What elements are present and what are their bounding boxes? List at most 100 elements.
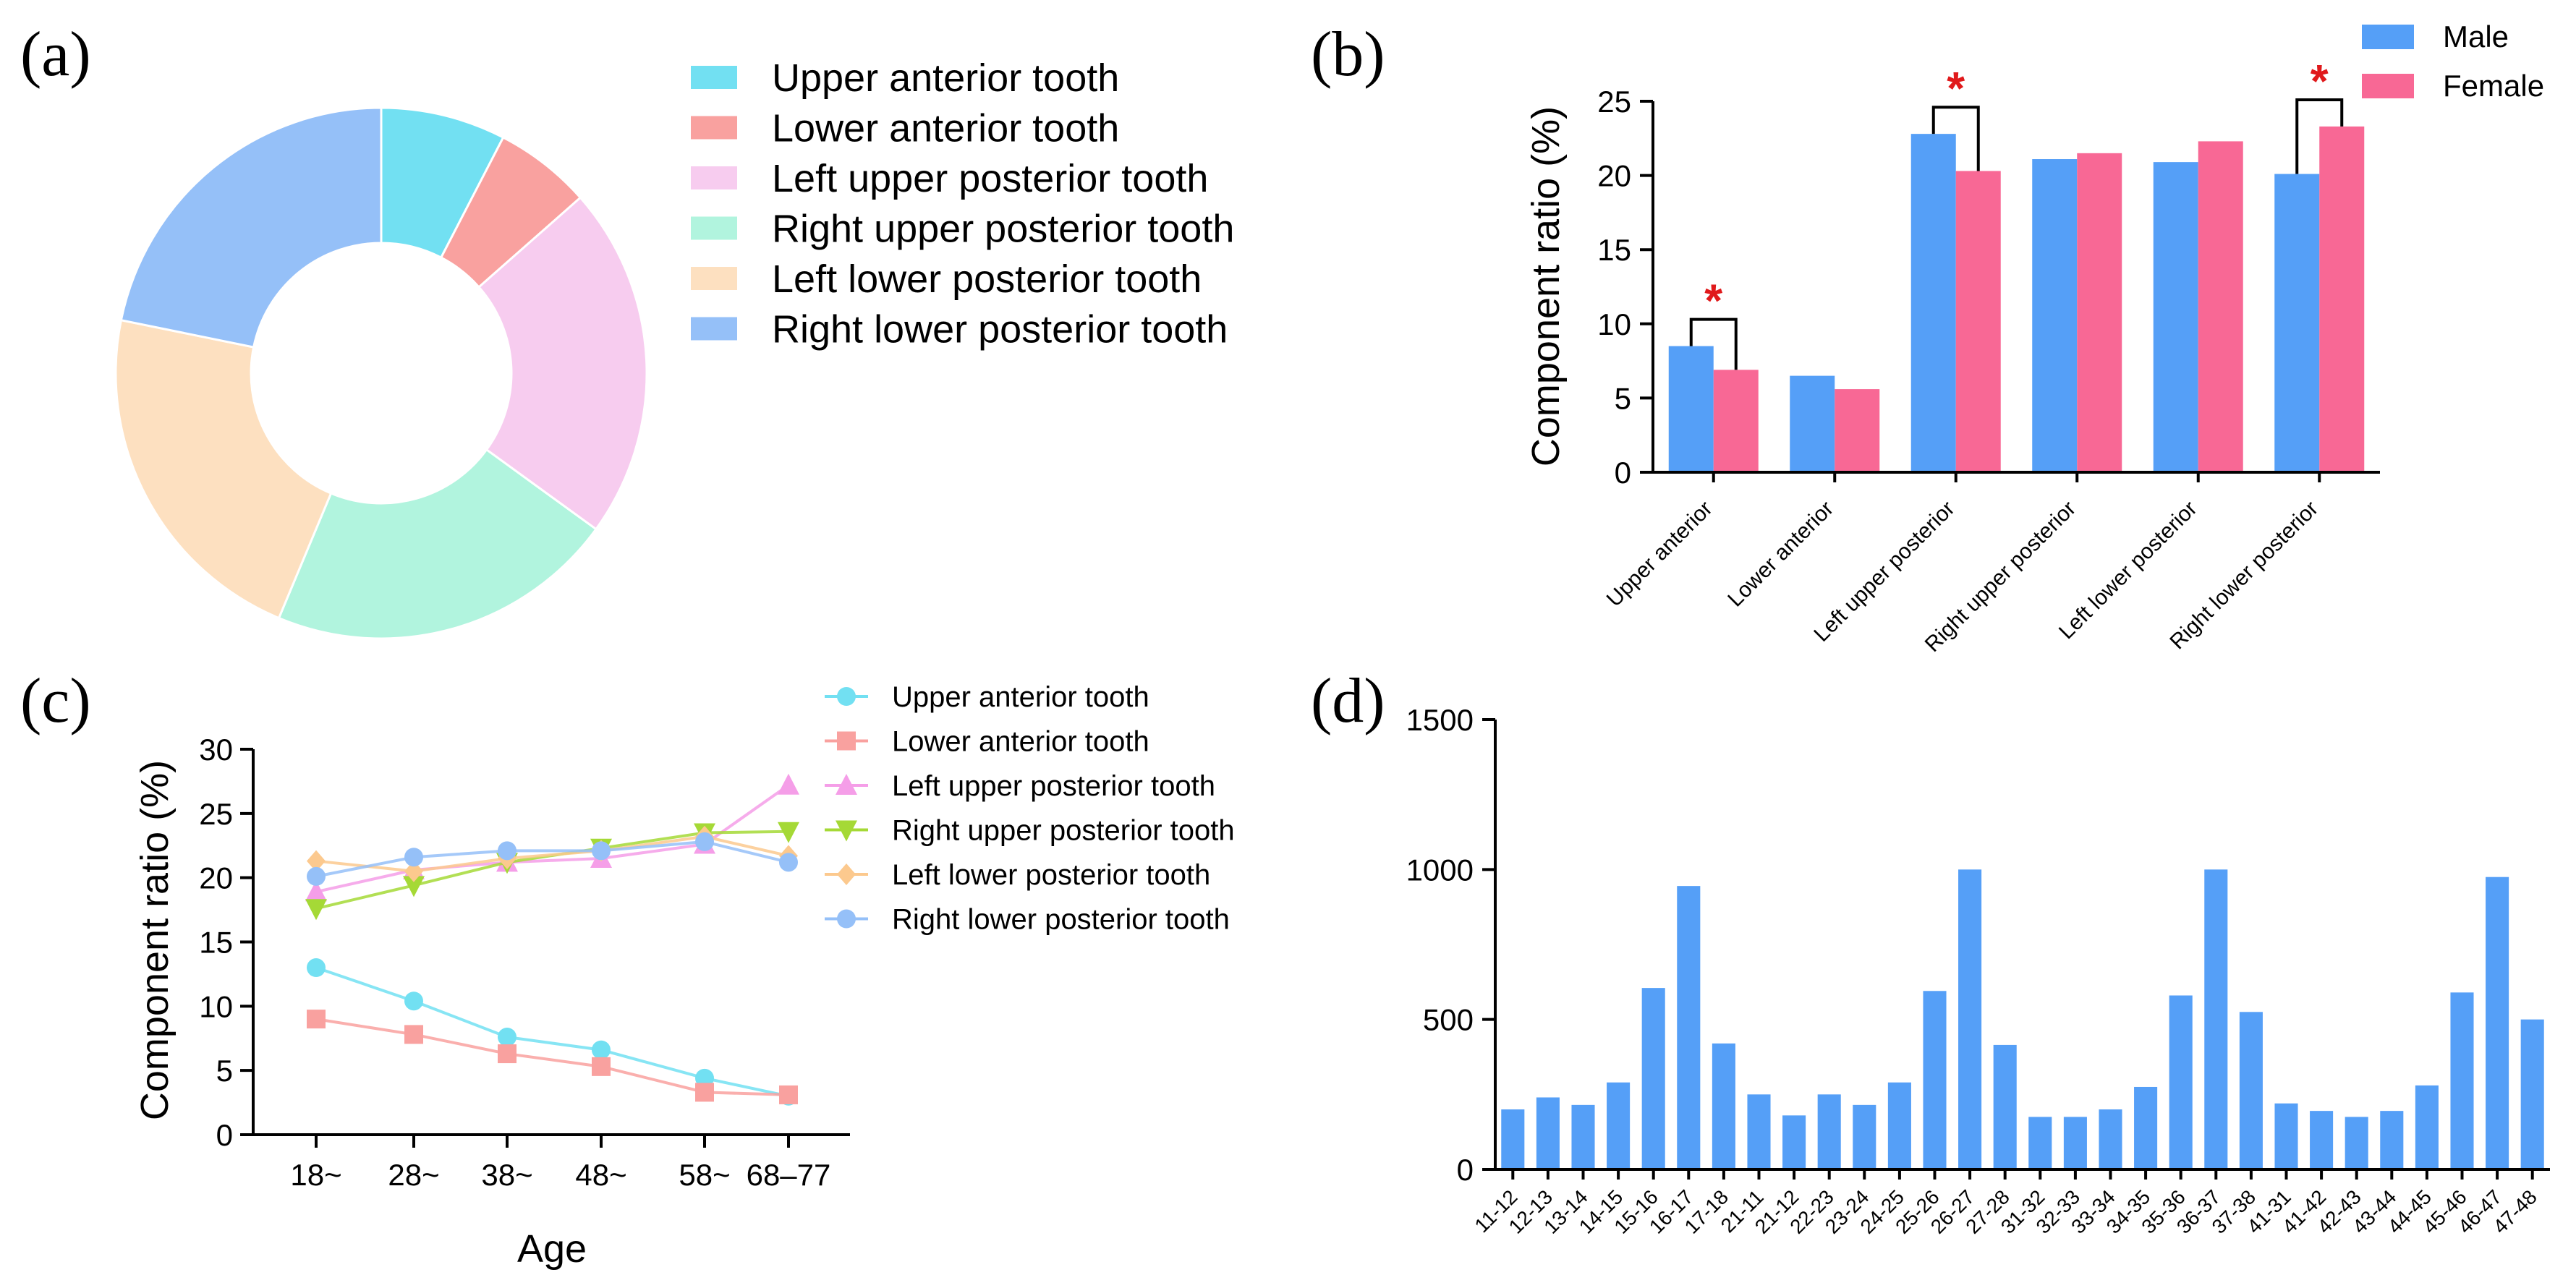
bar-31-32 [2028, 1117, 2052, 1169]
point-left-lower-posterior-tooth-1 [404, 860, 423, 882]
panel-label-b: (b) [1311, 20, 1385, 90]
line-axes: 0 5 10 15 20 25 30 18~ 28~ 38~ 48~ 58~ 68–77 [199, 733, 850, 1192]
line-lower-anterior-tooth [315, 1018, 789, 1096]
bar-23-24 [1853, 1104, 1876, 1169]
tooth-pair-y-tick-label: 500 [1423, 1003, 1474, 1037]
line-x-tick-label-28: 28~ [388, 1158, 439, 1192]
point-right-upper-posterior-tooth-0 [305, 899, 327, 921]
legend-label-left-upper-posterior-tooth: Left upper posterior tooth [772, 157, 1208, 200]
bar-32-33 [2063, 1117, 2087, 1169]
bar-45-46 [2450, 992, 2474, 1169]
bar-37-38 [2239, 1012, 2263, 1169]
line-y-axis-title: Component ratio (%) [133, 760, 177, 1120]
line-right-lower-posterior-tooth [315, 840, 789, 878]
point-right-upper-posterior-tooth-1 [403, 876, 425, 897]
bar-17-18 [1712, 1043, 1735, 1169]
bar-male-lower-anterior [1790, 375, 1835, 472]
bar-24-25 [1887, 1082, 1911, 1169]
tooth-pair-y-tick-label: 1000 [1406, 853, 1474, 887]
line-chart: 0 5 10 15 20 25 30 18~ 28~ 38~ 48~ 58~ 68–77 Compone… [133, 681, 1235, 1271]
donut-slice-right-upper-posterior-tooth [277, 448, 598, 640]
line-y-tick-label: 10 [199, 989, 233, 1023]
significance-star-upper-anterior: * [1704, 275, 1722, 327]
bar-male-right-lower-posterior [2274, 174, 2320, 472]
line-x-tick-label-48: 48~ [575, 1158, 626, 1192]
bar-44-45 [2415, 1085, 2439, 1169]
panel-label-c: (c) [20, 666, 91, 736]
point-lower-anterior-tooth-4 [695, 1083, 714, 1102]
bar-35-36 [2169, 995, 2193, 1169]
bar-y-tick-label: 5 [1615, 381, 1631, 415]
bar-female-right-lower-posterior [2319, 126, 2365, 472]
significance-star-left-upper-posterior: * [1947, 62, 1965, 114]
bar-14-15 [1607, 1082, 1631, 1169]
line-series [305, 773, 799, 1106]
legend-label-right-lower-posterior-tooth: Right lower posterior tooth [892, 904, 1230, 936]
significance-bracket-left-upper-posterior [1931, 106, 1980, 171]
legend-label-lower-anterior-tooth: Lower anterior tooth [892, 726, 1149, 758]
legend-label-right-upper-posterior-tooth: Right upper posterior tooth [772, 208, 1234, 251]
tooth-pair-bars [1501, 869, 2544, 1169]
significance-bracket-upper-anterior [1689, 317, 1738, 370]
bar-female-upper-anterior [1713, 370, 1759, 472]
donut-slices [114, 106, 648, 640]
point-left-lower-posterior-tooth-0 [307, 850, 326, 872]
line-y-tick-label: 25 [199, 797, 233, 831]
line-y-tick-label: 15 [199, 926, 233, 960]
bar-47-48 [2520, 1019, 2544, 1169]
bar-15-16 [1641, 988, 1665, 1169]
bar-y-tick-label: 20 [1597, 159, 1631, 193]
point-right-upper-posterior-tooth-5 [778, 822, 799, 843]
legend-marker-left-upper-posterior-tooth [836, 774, 857, 795]
bar-male-upper-anterior [1668, 346, 1714, 472]
legend-label-upper-anterior-tooth: Upper anterior tooth [892, 681, 1149, 713]
legend-swatch-right-lower-posterior-tooth [691, 317, 737, 341]
bar-male-right-upper-posterior [2032, 159, 2078, 472]
point-right-lower-posterior-tooth-1 [404, 848, 423, 867]
legend-label-right-upper-posterior-tooth: Right upper posterior tooth [892, 815, 1235, 847]
bar-female-right-upper-posterior [2077, 153, 2122, 472]
bar-female-lower-anterior [1835, 389, 1880, 472]
bar-34-35 [2134, 1086, 2158, 1169]
legend-swatch-lower-anterior-tooth [691, 116, 737, 140]
legend-swatch-upper-anterior-tooth [691, 66, 737, 89]
line-legend: Upper anterior tooth Lower anterior tooth… [825, 681, 1235, 936]
bar-25-26 [1923, 991, 1947, 1169]
line-x-tick-label-18: 18~ [290, 1158, 341, 1192]
line-y-tick-label: 20 [199, 861, 233, 895]
bar-male-left-lower-posterior [2153, 162, 2198, 472]
legend-swatch-left-upper-posterior-tooth [691, 166, 737, 189]
legend-swatch-left-lower-posterior-tooth [691, 267, 737, 290]
line-x-tick-label-38: 38~ [481, 1158, 532, 1192]
point-lower-anterior-tooth-5 [779, 1085, 798, 1104]
line-x-tick-label-58: 58~ [679, 1158, 730, 1192]
bar-36-37 [2204, 869, 2228, 1169]
significance-bracket-right-lower-posterior [2295, 98, 2344, 174]
legend-label-upper-anterior-tooth: Upper anterior tooth [772, 56, 1119, 100]
significance-star-right-lower-posterior: * [2311, 55, 2329, 107]
legend-label-left-upper-posterior-tooth: Left upper posterior tooth [892, 770, 1215, 802]
point-right-lower-posterior-tooth-2 [498, 841, 517, 861]
line-left-upper-posterior-tooth [315, 784, 790, 894]
bar-y-axis-title: Component ratio (%) [1524, 106, 1568, 466]
donut-slice-left-upper-posterior-tooth [477, 196, 648, 531]
line-right-upper-posterior-tooth [315, 829, 789, 910]
legend-marker-right-upper-posterior-tooth [836, 820, 857, 842]
grouped-bars [1668, 126, 2365, 473]
bar-11-12 [1501, 1109, 1525, 1169]
legend-swatch-female [2362, 74, 2414, 98]
donut-slice-left-lower-posterior-tooth [114, 318, 333, 620]
line-x-axis-title: Age [517, 1227, 587, 1271]
bar-26-27 [1958, 869, 1982, 1169]
bar-y-tick-label: 0 [1615, 456, 1631, 490]
legend-label-male: Male [2443, 20, 2509, 54]
line-y-tick-label: 5 [216, 1054, 233, 1088]
bar-41-42 [2310, 1111, 2334, 1169]
significance-brackets: * * * [1689, 55, 2344, 370]
point-right-lower-posterior-tooth-5 [779, 853, 798, 872]
bar-41-31 [2274, 1103, 2298, 1169]
legend-marker-lower-anterior-tooth [837, 731, 856, 751]
legend-label-right-lower-posterior-tooth: Right lower posterior tooth [772, 308, 1228, 351]
